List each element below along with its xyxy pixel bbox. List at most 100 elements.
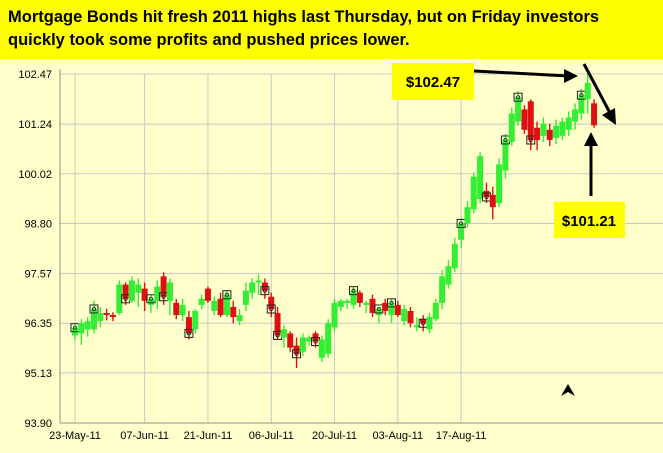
y-tick-label: 95.13 <box>24 368 52 380</box>
marker-dot <box>148 296 153 301</box>
marker-dot <box>73 325 78 330</box>
candle-body <box>223 294 230 316</box>
candle-body <box>350 290 357 305</box>
candle <box>363 300 370 314</box>
marker-dot <box>351 288 356 293</box>
candle-body <box>116 284 123 314</box>
x-tick-labels: 23-May-11 07-Jun-11 21-Jun-11 06-Jul-11 20-J… <box>49 430 486 442</box>
candle <box>121 282 131 305</box>
marker-dot <box>262 288 267 293</box>
close-price-callout: $101.21 <box>554 132 625 238</box>
marker-dot <box>503 137 508 142</box>
candle-body <box>451 243 458 269</box>
downtrend-arrow-head <box>602 108 616 125</box>
candle-body <box>141 288 148 301</box>
candle <box>128 276 135 303</box>
candle <box>299 333 306 356</box>
candle-body <box>204 288 211 301</box>
candle-body <box>546 129 553 140</box>
candle-body <box>572 109 579 122</box>
candle-body <box>496 164 503 204</box>
candle-body <box>147 298 154 305</box>
candle-body <box>217 298 224 316</box>
marker-square <box>222 290 232 300</box>
candle <box>534 121 541 151</box>
candle <box>432 298 439 322</box>
candle <box>369 294 376 318</box>
candle-body <box>280 329 287 338</box>
candle <box>217 292 224 318</box>
candle <box>591 99 598 128</box>
candle <box>546 123 553 147</box>
x-tick-label: 20-Jul-11 <box>312 430 357 442</box>
marker-square <box>89 304 99 314</box>
candle-body <box>521 109 528 130</box>
candle-body <box>173 302 180 316</box>
candle-body <box>439 276 446 303</box>
candle <box>382 298 389 316</box>
candle <box>204 286 211 303</box>
candle-body <box>337 300 344 307</box>
candle <box>496 158 503 208</box>
candle <box>451 237 458 273</box>
candle <box>464 201 471 228</box>
candle-body <box>565 117 572 130</box>
y-tick-labels: 102.47 101.24 100.02 98.80 97.57 96.35 95.13 93… <box>18 69 52 430</box>
candle <box>325 319 332 358</box>
y-tick-label: 101.24 <box>18 119 52 131</box>
candle-body <box>179 304 186 316</box>
candle <box>141 282 148 312</box>
marker-square <box>292 349 302 359</box>
candle <box>439 270 446 309</box>
candle <box>97 306 104 328</box>
candle-body <box>160 276 167 297</box>
candle-body <box>236 315 243 322</box>
candle-body <box>420 319 427 324</box>
candle-body <box>198 298 205 305</box>
candle-body <box>363 302 370 305</box>
candle-body <box>470 176 477 210</box>
candle <box>576 89 586 120</box>
candle-body <box>477 156 484 200</box>
candle <box>394 300 401 318</box>
candle <box>445 260 452 289</box>
candle <box>456 217 466 248</box>
high-arrow-head <box>564 69 578 83</box>
candle <box>179 298 186 322</box>
candle-body <box>527 101 534 140</box>
y-tick-label: 96.35 <box>24 318 52 330</box>
x-tick-label: 07-Jun-11 <box>120 430 169 442</box>
candle-body <box>128 280 135 301</box>
candle <box>584 74 591 114</box>
candle-body <box>331 302 338 328</box>
candle <box>280 325 287 348</box>
marker-dot <box>528 137 533 142</box>
candles <box>70 74 598 369</box>
candle <box>565 111 572 136</box>
candle-body <box>109 315 116 318</box>
candle-body <box>489 194 496 208</box>
candle <box>249 278 256 299</box>
candle-body <box>426 317 433 330</box>
candle <box>318 335 325 362</box>
candle <box>146 294 156 314</box>
candle-body <box>407 311 414 324</box>
candle-body <box>274 313 281 336</box>
candle <box>489 186 496 220</box>
candle <box>154 280 161 309</box>
candle-body <box>249 282 256 293</box>
marker-dot <box>421 321 426 326</box>
candle <box>337 298 344 312</box>
candle <box>236 308 243 326</box>
chart-title: Mortgage Bonds hit fresh 2011 highs last… <box>0 0 663 59</box>
candle <box>89 300 99 334</box>
marker-dot <box>123 296 128 301</box>
candle-body <box>578 95 585 114</box>
marker-square <box>513 92 523 102</box>
candle-body <box>230 306 237 318</box>
marker-dot <box>313 339 318 344</box>
high-arrow-line <box>473 69 569 78</box>
candle <box>513 91 523 126</box>
marker-dot <box>294 351 299 356</box>
